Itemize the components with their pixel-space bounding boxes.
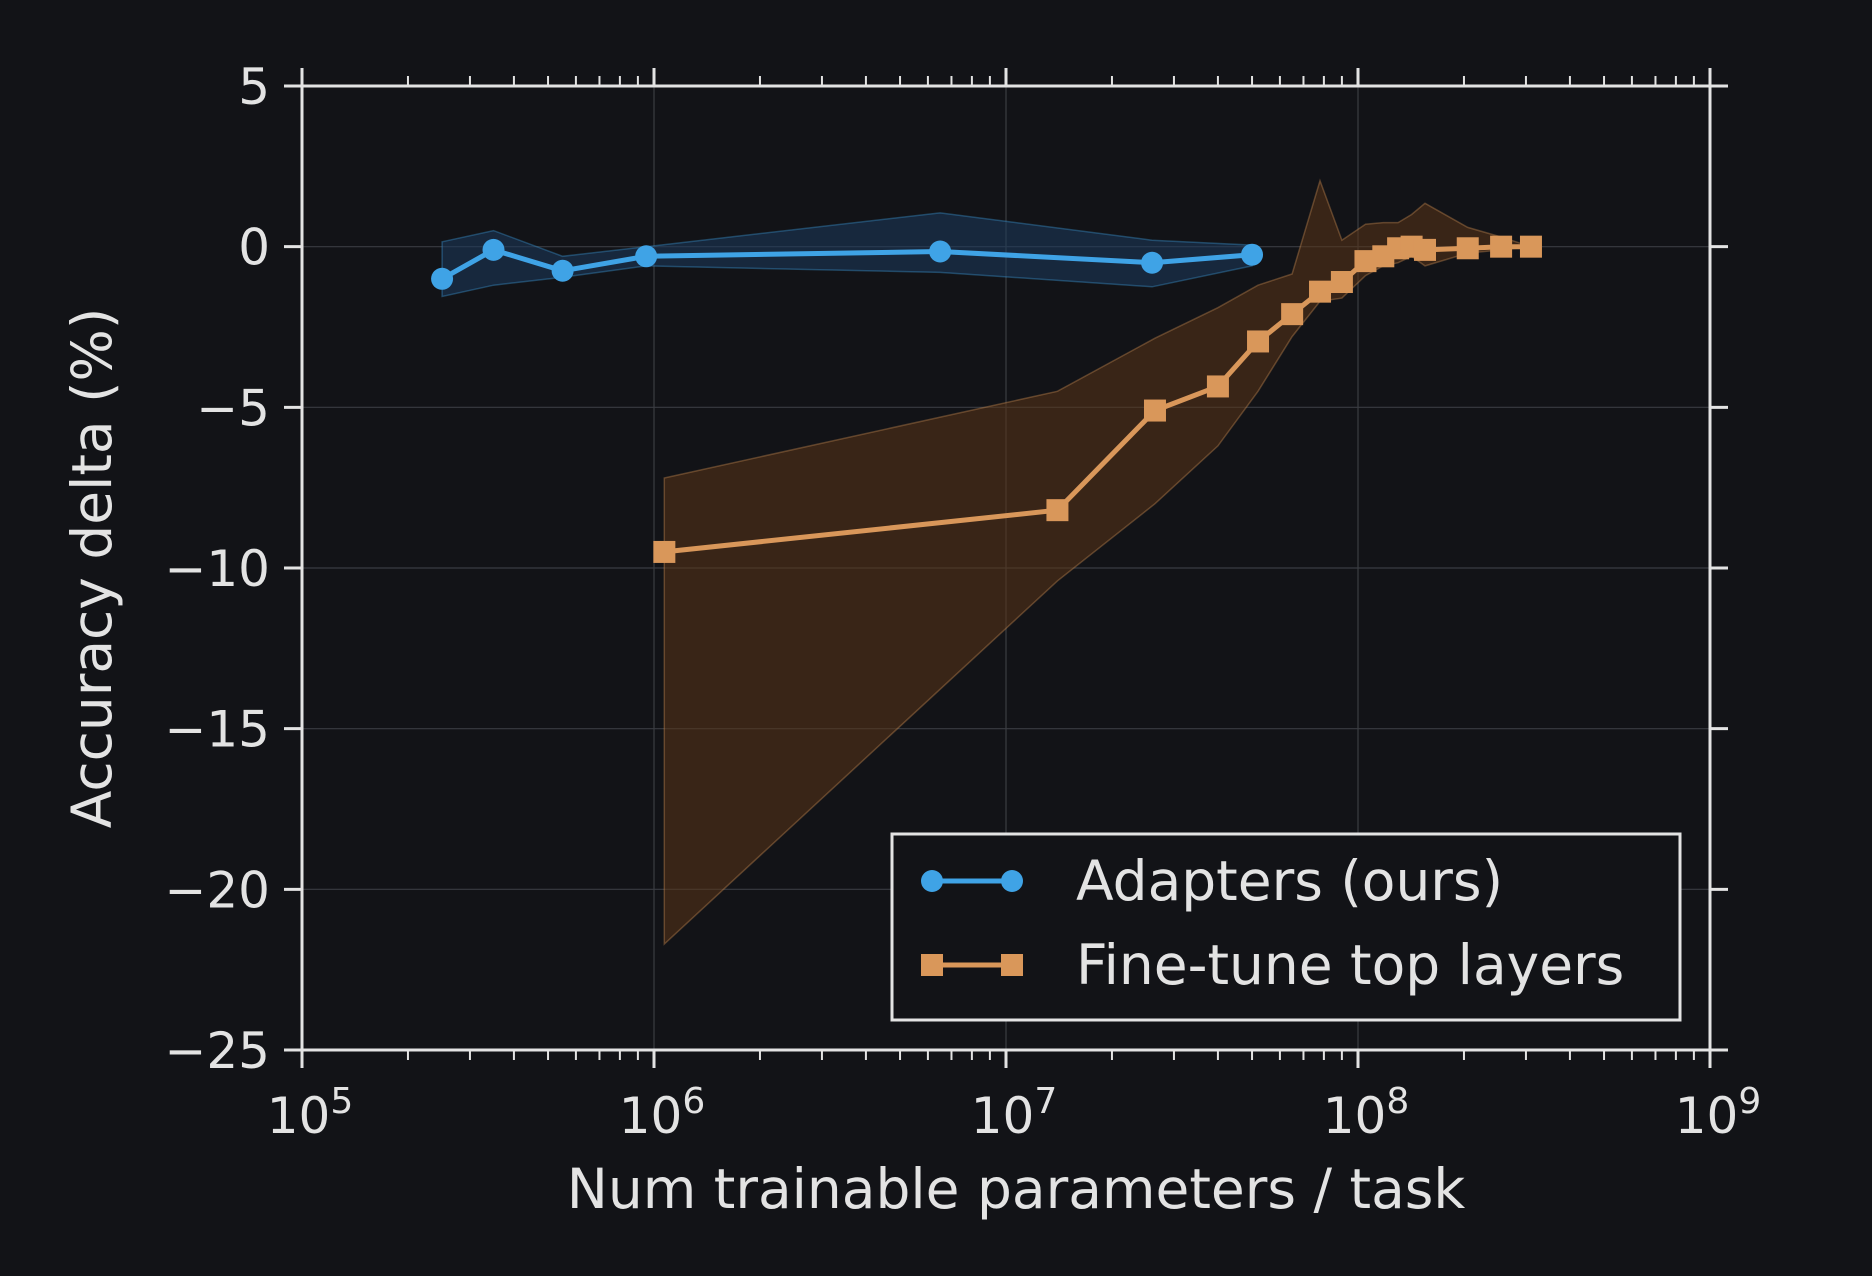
data-point	[482, 238, 505, 261]
minor-ticks	[406, 76, 1695, 1060]
data-point	[929, 240, 952, 263]
data-point	[635, 245, 658, 268]
y-tick-label: −5	[196, 379, 270, 437]
data-point	[1330, 271, 1353, 294]
data-point	[1206, 375, 1229, 398]
data-point	[1309, 280, 1332, 303]
x-tick-label: 109	[1675, 1081, 1762, 1145]
legend-marker	[921, 954, 943, 976]
legend-marker	[1001, 954, 1023, 976]
legend-label: Fine-tune top layers	[1076, 933, 1624, 997]
series-layer	[431, 235, 1542, 563]
major-ticks	[284, 68, 1728, 1068]
plot-frame	[300, 84, 1712, 1052]
data-point	[1241, 243, 1264, 266]
data-point	[1519, 235, 1542, 258]
data-point	[1281, 303, 1304, 326]
data-point	[551, 259, 574, 282]
x-tick-label: 107	[971, 1081, 1058, 1145]
x-axis-label: Num trainable parameters / task	[567, 1157, 1466, 1221]
y-tick-label: −15	[164, 701, 270, 759]
y-tick-label: 0	[238, 219, 270, 277]
x-tick-labels: 105 106 107 108 109	[267, 1081, 1762, 1145]
data-point	[1490, 235, 1513, 258]
data-point	[1143, 399, 1166, 422]
y-tick-label: 5	[238, 58, 270, 116]
legend-marker	[1001, 870, 1023, 892]
y-tick-label: −20	[164, 861, 270, 919]
data-point	[1046, 499, 1069, 522]
x-tick-label: 106	[619, 1081, 706, 1145]
data-point	[1247, 330, 1270, 353]
data-point	[431, 267, 454, 290]
y-axis-label: Accuracy delta (%)	[60, 308, 124, 829]
data-point	[653, 540, 676, 563]
data-point	[1413, 238, 1436, 261]
y-tick-label: −25	[164, 1022, 270, 1080]
data-point	[1354, 250, 1377, 273]
legend-marker	[921, 870, 943, 892]
legend-frame	[890, 832, 1682, 1022]
x-tick-label: 105	[267, 1081, 354, 1145]
legend: Adapters (ours) Fine-tune top layers	[890, 832, 1682, 1022]
y-tick-label: −10	[164, 540, 270, 598]
x-tick-label: 108	[1323, 1081, 1410, 1145]
legend-label: Adapters (ours)	[1076, 849, 1503, 913]
series-line	[664, 244, 1531, 555]
data-point	[1141, 251, 1164, 274]
y-tick-labels: 5 0 −5 −10 −15 −20 −25	[164, 58, 270, 1080]
data-point	[1456, 237, 1479, 260]
